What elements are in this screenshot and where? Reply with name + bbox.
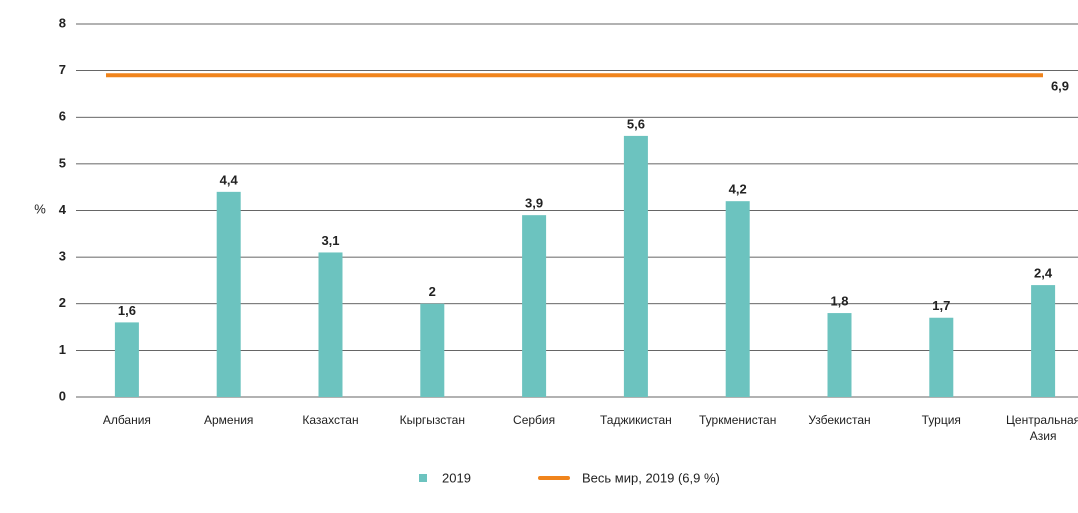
x-tick-label: Армения — [203, 413, 254, 427]
bar — [725, 201, 750, 397]
x-tick-label: Центральная Азия — [1006, 413, 1078, 443]
legend-swatch — [419, 474, 427, 482]
x-tick-label: Сербия — [513, 413, 556, 427]
value-label: 2 — [429, 284, 436, 299]
bar — [216, 191, 241, 397]
y-tick-label: 2 — [59, 295, 66, 310]
y-tick-label: 6 — [59, 109, 66, 124]
value-label: 2,4 — [1034, 266, 1053, 281]
value-label: 5,6 — [627, 116, 645, 131]
y-tick-label: 3 — [59, 249, 66, 264]
value-label: 1,8 — [830, 294, 848, 309]
x-tick-label: Таджикистан — [599, 413, 672, 427]
value-label: 3,9 — [525, 196, 543, 211]
value-label: 4,2 — [729, 182, 747, 197]
bar — [522, 215, 547, 397]
bar — [1031, 285, 1056, 397]
value-label: 3,1 — [321, 233, 339, 248]
x-tick-label: Турция — [921, 413, 961, 427]
x-tick-label: Албания — [102, 413, 151, 427]
value-label: 1,7 — [932, 298, 950, 313]
bar — [827, 313, 852, 397]
y-tick-label: 1 — [59, 342, 66, 357]
x-tick-label: Казахстан — [302, 413, 359, 427]
bar — [623, 135, 648, 397]
bar — [318, 252, 343, 397]
x-tick-label: Кыргызстан — [399, 413, 465, 427]
x-tick-label: Узбекистан — [808, 413, 871, 427]
legend-label: 2019 — [442, 470, 471, 485]
y-tick-label: 0 — [59, 388, 66, 403]
legend-label: Весь мир, 2019 (6,9 %) — [582, 470, 720, 485]
value-label: 4,4 — [220, 172, 239, 187]
reference-label: 6,9 — [1051, 79, 1069, 94]
y-axis-label: % — [34, 201, 46, 216]
value-label: 1,6 — [118, 303, 136, 318]
y-tick-label: 8 — [59, 15, 66, 30]
y-tick-label: 7 — [59, 62, 66, 77]
x-tick-label: Туркменистан — [699, 413, 777, 427]
y-tick-label: 5 — [59, 155, 66, 170]
bar — [420, 303, 445, 397]
bar — [929, 317, 954, 397]
bar — [114, 322, 139, 397]
y-tick-label: 4 — [59, 202, 67, 217]
